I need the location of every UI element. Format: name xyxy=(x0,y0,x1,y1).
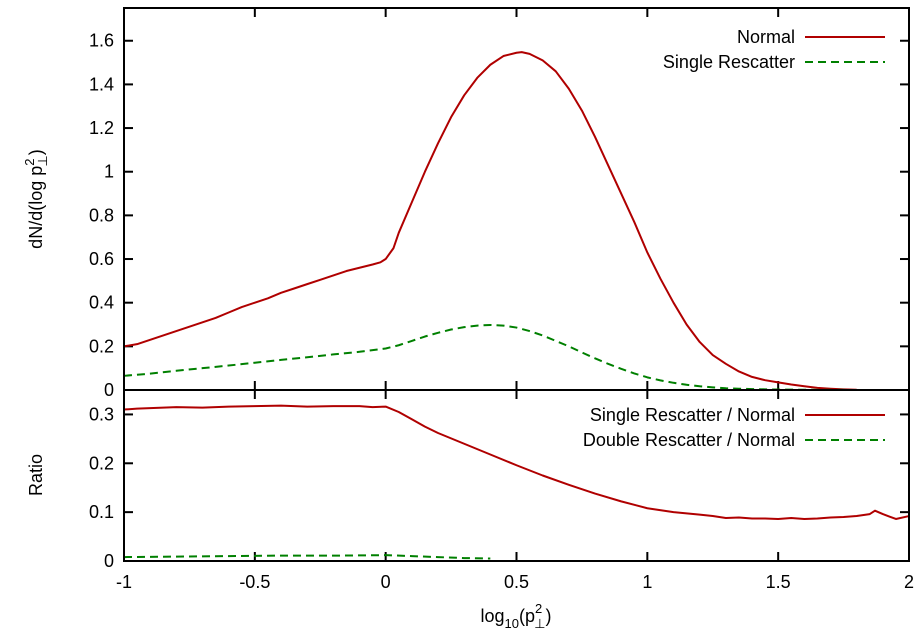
top-series-line-2 xyxy=(123,323,857,391)
top-y-tick-label: 0.2 xyxy=(89,336,114,356)
top-series-line-1 xyxy=(123,51,857,391)
x-axis-label-sup: 2 xyxy=(535,601,542,616)
top-y-axis-label: dN/d(log p2⊥) xyxy=(22,149,50,249)
top-legend-label-2: Single Rescatter xyxy=(663,52,795,72)
x-tick-label: 0.5 xyxy=(504,572,529,592)
top-y-tick-label: 1 xyxy=(104,162,114,182)
x-axis-label-close: ) xyxy=(546,606,552,626)
x-axis-label-sub2: ⊥ xyxy=(534,616,545,631)
bottom-y-tick-label: 0 xyxy=(104,551,114,571)
bottom-y-axis-label: Ratio xyxy=(26,454,46,496)
top-panel: 0 0.2 0.4 0.6 0.8 1 1.2 1.4 1.6 dN/d(log p2⊥) No… xyxy=(22,7,910,400)
x-tick-label: 1.5 xyxy=(766,572,791,592)
top-y-axis-label-main: dN/d(log p xyxy=(26,166,46,249)
bottom-series-line-2 xyxy=(123,554,491,560)
bottom-axis-ticks: -1 -0.5 0 0.5 1 1.5 2 0 0.1 0.2 0.3 xyxy=(89,390,914,592)
x-tick-label: 0 xyxy=(381,572,391,592)
top-y-tick-label: 1.2 xyxy=(89,118,114,138)
bottom-legend-label-2: Double Rescatter / Normal xyxy=(583,430,795,450)
top-series-group xyxy=(123,51,857,391)
top-y-tick-label: 0.4 xyxy=(89,293,114,313)
x-axis-label: log10(p2 ⊥) xyxy=(480,601,551,631)
x-axis-label-main: log xyxy=(480,606,504,626)
x-tick-label: -0.5 xyxy=(239,572,270,592)
bottom-plot-frame xyxy=(123,389,910,562)
bottom-legend: Single Rescatter / Normal Double Rescatte… xyxy=(583,405,885,450)
top-y-tick-label: 1.6 xyxy=(89,31,114,51)
top-y-tick-label: 1.4 xyxy=(89,74,114,94)
bottom-y-tick-label: 0.1 xyxy=(89,502,114,522)
top-y-axis-label-close: ) xyxy=(26,149,46,155)
x-tick-label: 2 xyxy=(904,572,914,592)
x-axis-label-open: (p xyxy=(519,606,535,626)
bottom-panel: -1 -0.5 0 0.5 1 1.5 200.10.20.3 Ratio log10(p2… xyxy=(26,389,914,631)
top-y-axis-label-sub: ⊥ xyxy=(35,155,50,166)
top-y-tick-label: 0.8 xyxy=(89,205,114,225)
top-y-tick-label: 0 xyxy=(104,380,114,400)
x-tick-label: -1 xyxy=(116,572,132,592)
top-y-axis-label-sup: 2 xyxy=(22,159,37,166)
top-legend: Normal Single Rescatter xyxy=(663,27,885,72)
bottom-y-tick-label: 0.3 xyxy=(89,404,114,424)
bottom-series-group xyxy=(123,404,910,560)
bottom-legend-label-1: Single Rescatter / Normal xyxy=(590,405,795,425)
top-y-tick-label: 0.6 xyxy=(89,249,114,269)
top-legend-label-1: Normal xyxy=(737,27,795,47)
bottom-y-tick-label: 0.2 xyxy=(89,453,114,473)
bottom-series-line-1 xyxy=(123,404,910,520)
x-axis-label-sub1: 10 xyxy=(504,616,518,631)
x-tick-label: 1 xyxy=(642,572,652,592)
